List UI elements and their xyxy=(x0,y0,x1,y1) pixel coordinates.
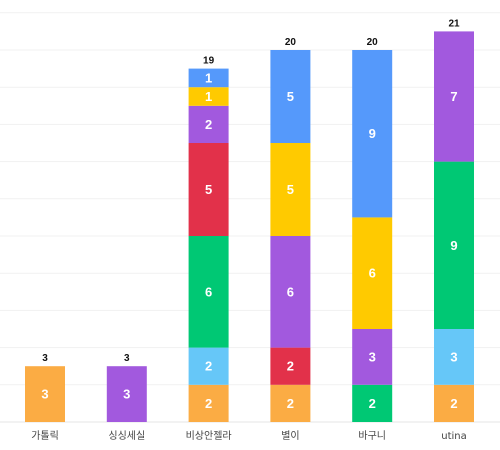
segment-value-label: 2 xyxy=(205,396,212,411)
segment-value-label: 6 xyxy=(287,284,294,299)
segment-value-label: 3 xyxy=(369,349,376,364)
segment-value-label: 7 xyxy=(450,89,457,104)
segment-value-label: 2 xyxy=(450,396,457,411)
segment-value-label: 3 xyxy=(123,387,130,402)
segment-value-label: 6 xyxy=(205,284,212,299)
segment-value-label: 5 xyxy=(287,182,294,197)
segment-value-label: 3 xyxy=(41,387,48,402)
gridlines xyxy=(0,12,500,423)
bar-segment xyxy=(434,329,474,385)
bar-segment xyxy=(352,217,393,329)
bar-segment xyxy=(352,50,393,218)
bar-segment xyxy=(352,329,393,385)
bar-segment xyxy=(25,366,65,422)
category-label: utina xyxy=(441,431,467,442)
category-label: 가톨릭 xyxy=(31,430,59,442)
labels: 33가톨릭33싱싱세실226521119비상안젤라2265520별이236920… xyxy=(31,18,467,442)
total-value-label: 19 xyxy=(203,56,215,67)
total-value-label: 3 xyxy=(42,353,48,364)
segment-value-label: 2 xyxy=(205,359,212,374)
segment-value-label: 1 xyxy=(205,89,212,104)
segment-value-label: 1 xyxy=(205,70,212,85)
total-value-label: 3 xyxy=(124,353,130,364)
segment-value-label: 3 xyxy=(450,349,457,364)
bar-segment xyxy=(188,143,229,236)
bar-segment xyxy=(434,161,474,329)
bar-segment xyxy=(352,384,393,422)
segment-value-label: 2 xyxy=(205,117,212,132)
segment-value-label: 2 xyxy=(369,396,376,411)
bar-segment xyxy=(188,87,229,106)
segment-value-label: 2 xyxy=(287,359,294,374)
category-label: 바구니 xyxy=(358,430,386,442)
segment-value-label: 9 xyxy=(369,126,376,141)
bar-segment xyxy=(434,31,474,162)
bar-segment xyxy=(188,236,229,348)
bar-segment xyxy=(188,68,229,88)
bar-segment xyxy=(188,105,229,143)
total-value-label: 20 xyxy=(285,37,297,48)
category-label: 싱싱세실 xyxy=(108,430,145,442)
bar-segment xyxy=(270,50,311,143)
segment-value-label: 6 xyxy=(369,266,376,281)
bar-segment xyxy=(434,384,474,422)
segment-value-label: 2 xyxy=(287,396,294,411)
bar-segment xyxy=(106,366,147,422)
bar-segment xyxy=(270,347,311,385)
total-value-label: 21 xyxy=(448,18,460,29)
segment-value-label: 5 xyxy=(205,182,212,197)
bar-segment xyxy=(270,236,311,348)
bar-segment xyxy=(188,384,229,422)
bar-segment xyxy=(270,384,311,422)
bar-segment xyxy=(188,347,229,385)
total-value-label: 20 xyxy=(367,37,379,48)
category-label: 비상안젤라 xyxy=(186,430,232,442)
segment-value-label: 9 xyxy=(450,238,457,253)
bars xyxy=(25,31,474,422)
bar-segment xyxy=(270,143,311,236)
segment-value-label: 5 xyxy=(287,89,294,104)
category-label: 별이 xyxy=(281,430,299,442)
